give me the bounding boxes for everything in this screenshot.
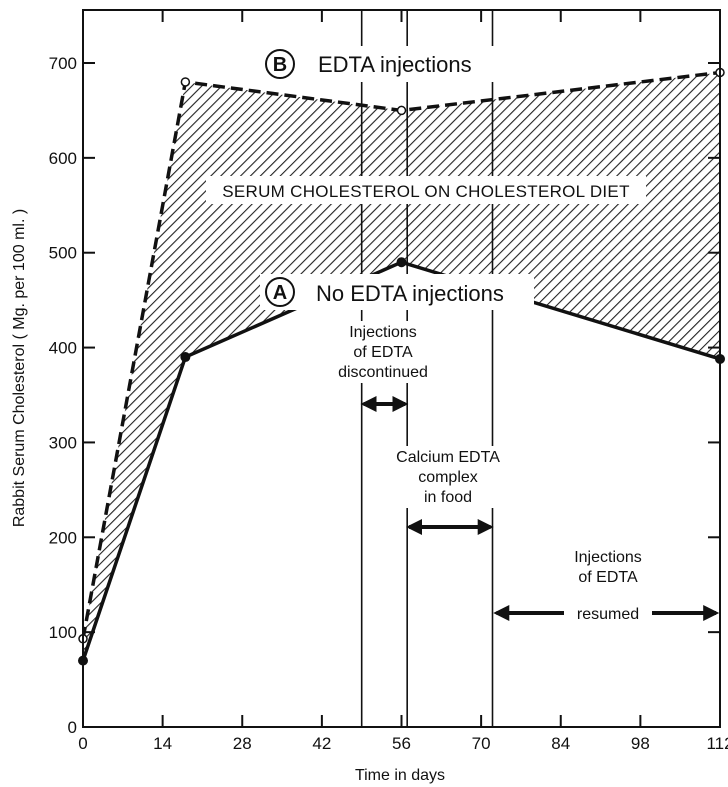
annotation-2-line-0: Injections (574, 549, 642, 566)
legend-b-badge (265, 49, 295, 79)
x-tick-label-1: 14 (153, 734, 172, 753)
series-1-point-1 (180, 352, 191, 363)
annotation-0: Injections of EDTA discontinued (313, 321, 453, 412)
legend-a-letter: A (273, 282, 287, 304)
annotation-1-line-0: Calcium EDTA (396, 449, 500, 466)
x-tick-label-0: 0 (78, 734, 87, 753)
annotation-1-line-1: complex (418, 469, 478, 486)
x-tick-label-8: 112 (706, 734, 728, 753)
annotation-2-line-1: of EDTA (578, 569, 638, 586)
annotation-1-bg (378, 446, 518, 508)
x-tick-label-2: 28 (233, 734, 252, 753)
legend-b-letter: B (273, 54, 287, 76)
annotation-2: Injections of EDTA resumed (493, 546, 720, 623)
band-label: SERUM CHOLESTEROL ON CHOLESTEROL DIET (222, 182, 630, 201)
series-0-point-1 (180, 77, 191, 87)
y-tick-label-0: 0 (68, 718, 77, 737)
band-label-group: SERUM CHOLESTEROL ON CHOLESTEROL DIET (206, 176, 646, 204)
band-fill (83, 72, 720, 661)
x-tick-label-3: 42 (312, 734, 331, 753)
annotation-0-line-0: Injections (349, 324, 417, 341)
x-tick-label-4: 56 (392, 734, 411, 753)
x-tick-label-7: 98 (631, 734, 650, 753)
legend-a: A No EDTA injections (260, 274, 534, 310)
annotation-0-bg (313, 321, 453, 383)
axes: 0 14 28 42 56 70 84 98 112 0 100 200 300 400 500 600 700 (49, 10, 728, 753)
legend-a-badge (265, 277, 295, 307)
x-tick-label-6: 84 (551, 734, 570, 753)
y-tick-label-2: 200 (49, 528, 77, 547)
annotation-1-line-2: in food (424, 489, 472, 506)
hatched-band (83, 72, 720, 661)
y-tick-label-4: 400 (49, 339, 77, 358)
y-axis-label: Rabbit Serum Cholesterol ( Mg. per 100 m… (11, 209, 28, 527)
y-tick-label-1: 100 (49, 623, 77, 642)
legend-b-text: EDTA injections (318, 52, 472, 77)
x-tick-label-5: 70 (472, 734, 491, 753)
annotation-1: Calcium EDTA complex in food (378, 446, 518, 535)
y-tick-label-6: 600 (49, 149, 77, 168)
series-0-point-2 (396, 105, 407, 116)
series-1-point-2 (396, 257, 407, 268)
series-0-line (81, 70, 721, 640)
y-tick-label-3: 300 (49, 433, 77, 452)
annotations: Injections of EDTA discontinued Calcium EDT… (313, 321, 720, 623)
annotation-0-line-1: of EDTA (353, 344, 413, 361)
annotation-0-line-2: discontinued (338, 364, 428, 381)
y-tick-label-5: 500 (49, 244, 77, 263)
legend-b: B EDTA injections (258, 46, 498, 82)
x-axis-label: Time in days (355, 767, 445, 784)
annotation-2-line-2: resumed (577, 606, 639, 623)
y-tick-label-7: 700 (49, 54, 77, 73)
legend-a-text: No EDTA injections (316, 281, 504, 306)
annotation-2-bg (538, 546, 678, 608)
